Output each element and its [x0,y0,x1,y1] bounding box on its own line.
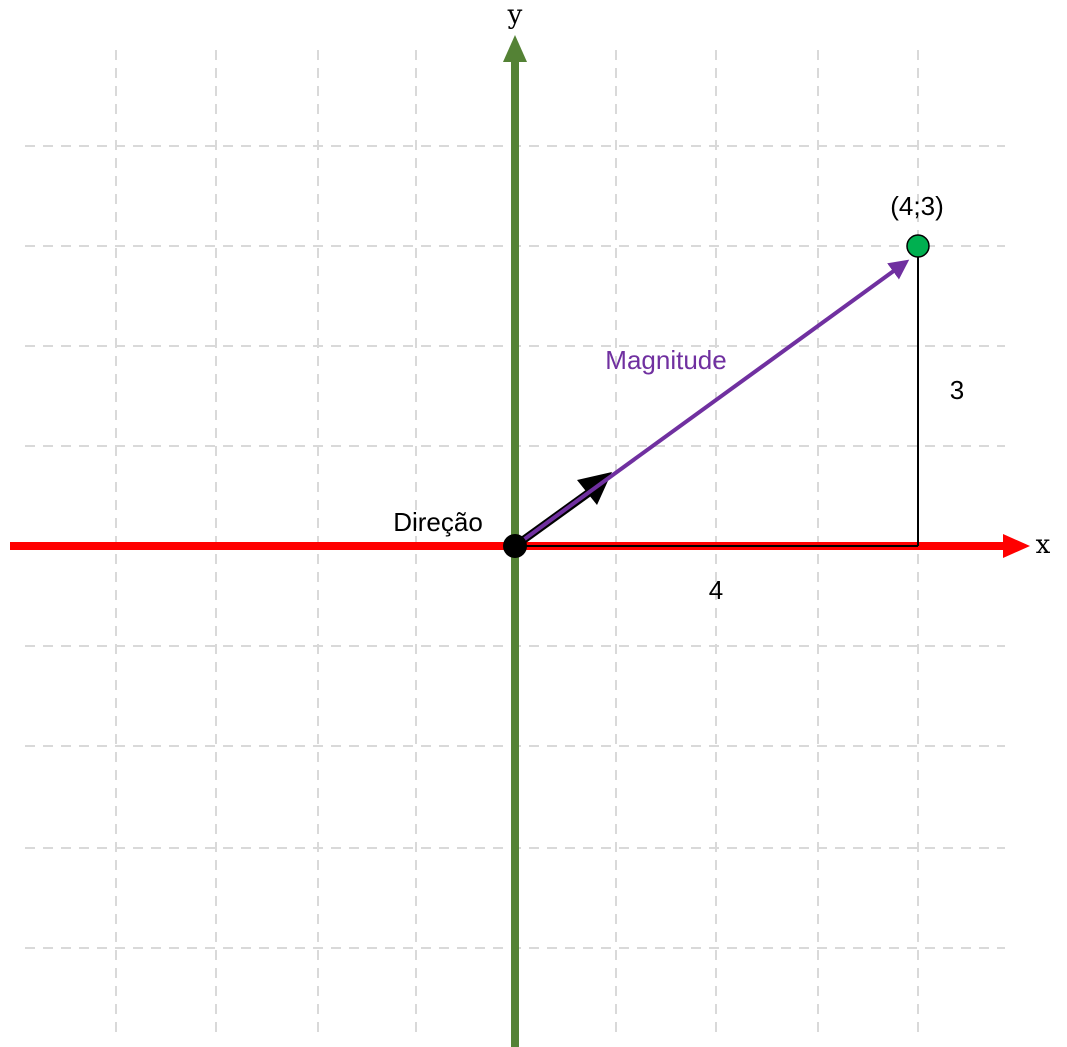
y-axis-label: y [507,0,523,30]
origin [503,534,527,558]
x-axis-label: x [1036,530,1051,560]
direction-label: Direção [393,507,483,537]
magnitude-label: Magnitude [605,345,726,375]
y-axis-arrow [503,35,527,62]
point [906,234,930,258]
horizontal-label: 4 [709,575,723,605]
vector [513,259,910,548]
vertical-label: 3 [950,375,964,405]
x-axis-arrow [1003,534,1030,558]
point-label: (4;3) [890,191,943,221]
